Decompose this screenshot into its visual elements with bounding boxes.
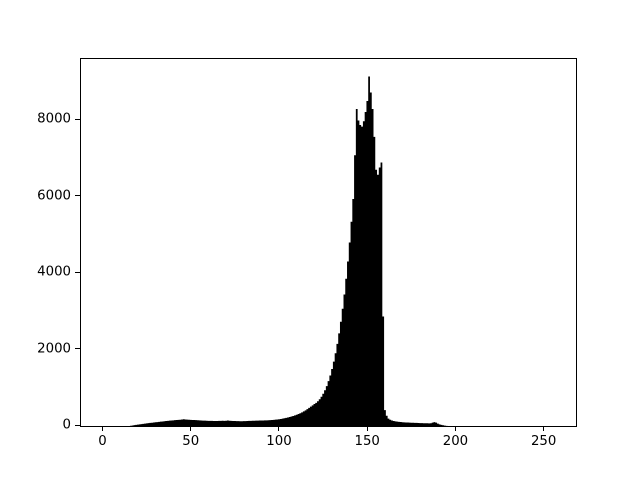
y-tick-mark — [75, 424, 80, 426]
x-tick-label: 100 — [266, 434, 292, 450]
plot-area — [80, 57, 577, 428]
x-tick-mark — [543, 426, 545, 432]
x-tick-label: 200 — [442, 434, 469, 450]
x-tick-label: 150 — [354, 434, 380, 450]
y-tick-label: 8000 — [37, 111, 71, 127]
x-tick-mark — [278, 426, 280, 432]
y-tick-label: 0 — [62, 417, 71, 433]
y-tick-mark — [75, 195, 80, 197]
y-tick-label: 6000 — [37, 188, 71, 204]
x-tick-mark — [366, 426, 368, 432]
x-tick-mark — [102, 426, 103, 432]
histogram-series — [119, 76, 469, 427]
x-tick-label: 250 — [530, 434, 557, 450]
x-tick-label: 0 — [98, 434, 107, 450]
x-tick-mark — [190, 426, 192, 432]
x-tick-label: 50 — [182, 434, 200, 450]
y-tick-mark — [75, 118, 80, 120]
y-tick-mark — [75, 271, 80, 273]
y-tick-mark — [75, 348, 80, 350]
y-tick-label: 4000 — [37, 264, 71, 280]
histogram-bars — [119, 76, 469, 427]
x-tick-mark — [454, 426, 456, 432]
y-tick-label: 2000 — [37, 341, 71, 357]
